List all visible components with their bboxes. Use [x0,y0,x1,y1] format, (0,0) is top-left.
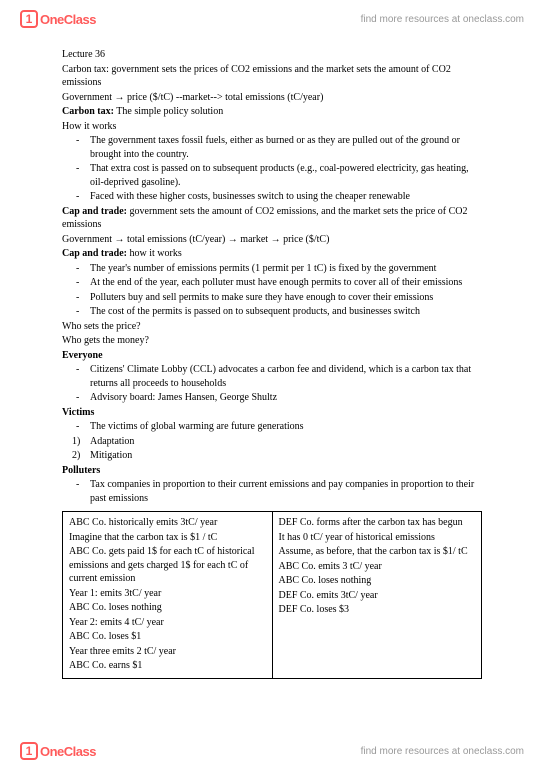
heading-rest: how it works [127,248,182,259]
heading-label: Carbon tax: [62,106,114,117]
polluters-list: Tax companies in proportion to their cur… [62,478,482,505]
page-header: 1 OneClass find more resources at onecla… [0,0,544,38]
list-item: Polluters buy and sell permits to make s… [90,291,482,305]
heading-victims: Victims [62,406,482,420]
brand-icon: 1 [20,742,38,760]
table-cell: ABC Co. gets paid 1$ for each tC of hist… [69,545,266,586]
list-item: That extra cost is passed on to subseque… [90,162,482,189]
list-item: Tax companies in proportion to their cur… [90,478,482,505]
footer-tagline: find more resources at oneclass.com [361,746,524,757]
list-item: The government taxes fossil fuels, eithe… [90,134,482,161]
brand-icon: 1 [20,10,38,28]
cap-trade-list: The year's number of emissions permits (… [62,262,482,319]
table-cell: ABC Co. emits 3 tC/ year [279,560,476,574]
page-footer: 1 OneClass find more resources at onecla… [0,732,544,770]
brand-logo: 1 OneClass [20,10,96,28]
document-body: Lecture 36 Carbon tax: government sets t… [0,38,544,679]
table-cell: ABC Co. loses nothing [279,574,476,588]
lecture-title: Lecture 36 [62,48,482,62]
heading-everyone: Everyone [62,349,482,363]
table-cell: ABC Co. historically emits 3tC/ year [69,516,266,530]
heading-polluters: Polluters [62,464,482,478]
victims-list: The victims of global warming are future… [62,420,482,434]
list-item: Mitigation [90,449,482,463]
table-cell: DEF Co. emits 3tC/ year [279,589,476,603]
heading-cap-trade-2: Cap and trade: how it works [62,247,482,261]
table-cell: ABC Co. loses nothing [69,601,266,615]
list-item: Adaptation [90,435,482,449]
table-col-left: ABC Co. historically emits 3tC/ year Ima… [63,512,273,678]
everyone-list: Citizens' Climate Lobby (CCL) advocates … [62,363,482,405]
paragraph: Government → price ($/tC) --market--> to… [62,91,482,105]
heading-label: Cap and trade: [62,206,127,217]
table-cell: Year 2: emits 4 tC/ year [69,616,266,630]
list-item: Citizens' Climate Lobby (CCL) advocates … [90,363,482,390]
list-item: The cost of the permits is passed on to … [90,305,482,319]
question: Who sets the price? [62,320,482,334]
brand-logo: 1 OneClass [20,742,96,760]
paragraph: Carbon tax: government sets the prices o… [62,63,482,90]
list-item: At the end of the year, each polluter mu… [90,276,482,290]
subheading: How it works [62,120,482,134]
heading-cap-trade: Cap and trade: government sets the amoun… [62,205,482,232]
heading-carbon-tax: Carbon tax: The simple policy solution [62,105,482,119]
list-item: Advisory board: James Hansen, George Shu… [90,391,482,405]
victims-numbered-list: Adaptation Mitigation [62,435,482,463]
table-cell: ABC Co. loses $1 [69,630,266,644]
comparison-table: ABC Co. historically emits 3tC/ year Ima… [62,511,482,679]
question: Who gets the money? [62,334,482,348]
table-cell: Year 1: emits 3tC/ year [69,587,266,601]
brand-name: OneClass [40,12,96,27]
table-cell: DEF Co. loses $3 [279,603,476,617]
table-cell: ABC Co. earns $1 [69,659,266,673]
table-cell: DEF Co. forms after the carbon tax has b… [279,516,476,530]
brand-name: OneClass [40,744,96,759]
paragraph: Government → total emissions (tC/year) →… [62,233,482,247]
table-cell: It has 0 tC/ year of historical emission… [279,531,476,545]
list-item: Faced with these higher costs, businesse… [90,190,482,204]
header-tagline: find more resources at oneclass.com [361,14,524,25]
list-item: The victims of global warming are future… [90,420,482,434]
table-cell: Imagine that the carbon tax is $1 / tC [69,531,266,545]
table-cell: Year three emits 2 tC/ year [69,645,266,659]
table-cell: Assume, as before, that the carbon tax i… [279,545,476,559]
list-item: The year's number of emissions permits (… [90,262,482,276]
table-col-right: DEF Co. forms after the carbon tax has b… [273,512,482,678]
heading-rest: The simple policy solution [114,106,223,117]
carbon-tax-list: The government taxes fossil fuels, eithe… [62,134,482,204]
heading-label: Cap and trade: [62,248,127,259]
